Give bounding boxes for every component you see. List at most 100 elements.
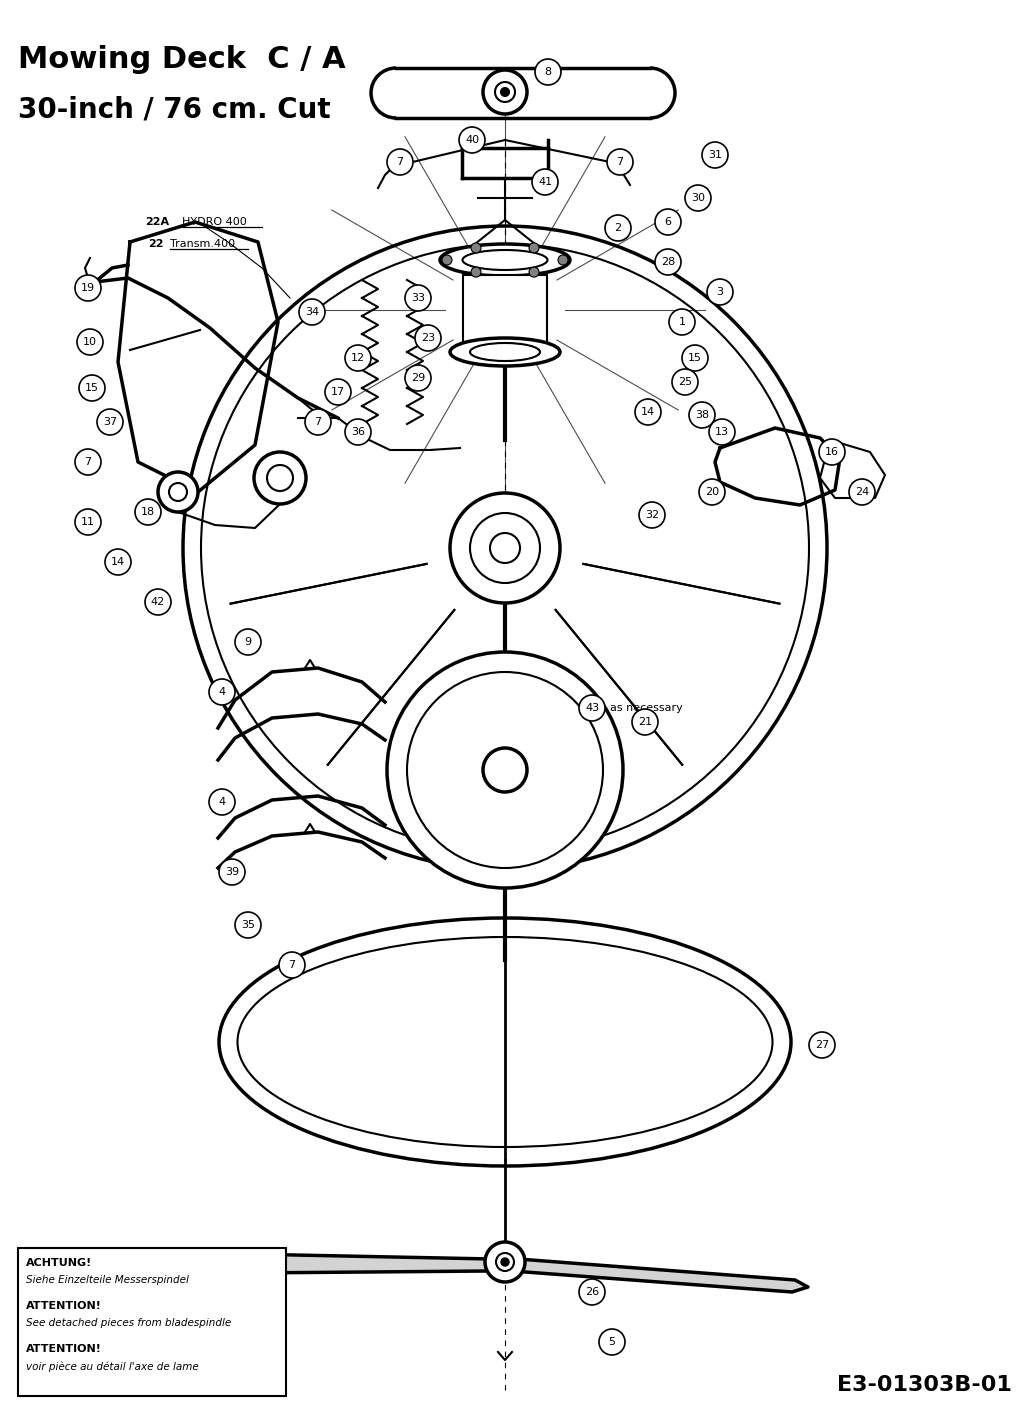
- Bar: [463, 275, 547, 350]
- Circle shape: [605, 214, 631, 241]
- Circle shape: [501, 87, 509, 96]
- Circle shape: [345, 419, 370, 444]
- Circle shape: [146, 588, 171, 615]
- Polygon shape: [232, 1254, 510, 1273]
- Bar: [18, 1247, 286, 1395]
- Text: ATTENTION!: ATTENTION!: [26, 1301, 102, 1311]
- Circle shape: [209, 789, 235, 816]
- Circle shape: [254, 452, 307, 504]
- Text: 14: 14: [641, 406, 655, 418]
- Text: 7: 7: [396, 157, 404, 166]
- Text: 3: 3: [716, 286, 723, 296]
- Text: Transm.400: Transm.400: [170, 238, 235, 248]
- Circle shape: [75, 509, 101, 535]
- Circle shape: [325, 380, 351, 405]
- Ellipse shape: [440, 244, 570, 277]
- Circle shape: [405, 285, 431, 310]
- Circle shape: [105, 549, 131, 576]
- Text: 26: 26: [585, 1287, 599, 1297]
- Circle shape: [219, 859, 245, 885]
- Text: 19: 19: [80, 284, 95, 293]
- Circle shape: [639, 502, 665, 528]
- Text: 24: 24: [854, 487, 869, 497]
- Text: 34: 34: [304, 308, 319, 317]
- Text: HYDRO 400: HYDRO 400: [182, 217, 247, 227]
- Text: 7: 7: [616, 157, 623, 166]
- Text: 7: 7: [85, 457, 92, 467]
- Text: 5: 5: [609, 1338, 615, 1348]
- Text: 11: 11: [80, 516, 95, 526]
- Circle shape: [819, 439, 845, 466]
- Circle shape: [415, 325, 441, 351]
- Text: 22: 22: [148, 238, 163, 248]
- Circle shape: [77, 329, 103, 356]
- Text: 38: 38: [695, 411, 709, 420]
- Text: 43: 43: [585, 703, 599, 713]
- Text: Siehe Einzelteile Messerspindel: Siehe Einzelteile Messerspindel: [26, 1276, 189, 1285]
- Circle shape: [689, 402, 715, 428]
- Circle shape: [672, 370, 698, 395]
- Circle shape: [209, 679, 235, 706]
- Text: 7: 7: [315, 418, 322, 428]
- Circle shape: [405, 365, 431, 391]
- Text: 35: 35: [241, 920, 255, 930]
- Text: 42: 42: [151, 597, 165, 607]
- Text: 12: 12: [351, 353, 365, 363]
- Circle shape: [632, 708, 658, 735]
- Text: 10: 10: [83, 337, 97, 347]
- Text: 21: 21: [638, 717, 652, 727]
- Text: 25: 25: [678, 377, 692, 387]
- Circle shape: [485, 1242, 525, 1283]
- Text: 17: 17: [331, 387, 345, 396]
- Circle shape: [558, 255, 568, 265]
- Circle shape: [635, 399, 662, 425]
- Circle shape: [450, 492, 560, 602]
- Circle shape: [387, 150, 413, 175]
- Circle shape: [607, 150, 633, 175]
- Text: 27: 27: [815, 1040, 829, 1050]
- Text: E3-01303B-01: E3-01303B-01: [837, 1374, 1012, 1395]
- Text: 7: 7: [288, 959, 295, 969]
- Text: as necessary: as necessary: [610, 703, 683, 713]
- Text: See detached pieces from bladespindle: See detached pieces from bladespindle: [26, 1318, 231, 1328]
- Text: 16: 16: [825, 447, 839, 457]
- Circle shape: [535, 59, 561, 85]
- Text: 4: 4: [219, 797, 226, 807]
- Circle shape: [387, 652, 623, 888]
- Circle shape: [235, 912, 261, 938]
- Circle shape: [299, 299, 325, 325]
- Circle shape: [809, 1031, 835, 1058]
- Circle shape: [849, 478, 875, 505]
- Circle shape: [501, 1259, 509, 1266]
- Circle shape: [442, 255, 452, 265]
- Circle shape: [483, 71, 527, 114]
- Text: 30: 30: [691, 193, 705, 203]
- Circle shape: [459, 127, 485, 152]
- Circle shape: [707, 279, 733, 305]
- Circle shape: [235, 629, 261, 655]
- Text: 20: 20: [705, 487, 719, 497]
- Text: 31: 31: [708, 150, 722, 159]
- Circle shape: [529, 267, 539, 277]
- Text: 37: 37: [103, 418, 117, 428]
- Text: 32: 32: [645, 509, 659, 521]
- Circle shape: [702, 143, 728, 168]
- Circle shape: [709, 419, 735, 444]
- Text: 1: 1: [678, 317, 685, 327]
- Circle shape: [483, 748, 527, 792]
- Polygon shape: [505, 1259, 808, 1292]
- Circle shape: [655, 209, 681, 236]
- Text: 30-inch / 76 cm. Cut: 30-inch / 76 cm. Cut: [18, 95, 330, 123]
- Text: 9: 9: [245, 636, 252, 648]
- Circle shape: [158, 473, 198, 512]
- Text: voir pièce au détail l'axe de lame: voir pièce au détail l'axe de lame: [26, 1362, 199, 1371]
- Circle shape: [682, 346, 708, 371]
- Text: 13: 13: [715, 428, 729, 437]
- Text: 2: 2: [614, 223, 621, 233]
- Text: 28: 28: [660, 257, 675, 267]
- Text: 18: 18: [141, 507, 155, 516]
- Text: ACHTUNG!: ACHTUNG!: [26, 1259, 92, 1268]
- Text: 15: 15: [688, 353, 702, 363]
- Text: 22A: 22A: [146, 217, 169, 227]
- Circle shape: [471, 267, 481, 277]
